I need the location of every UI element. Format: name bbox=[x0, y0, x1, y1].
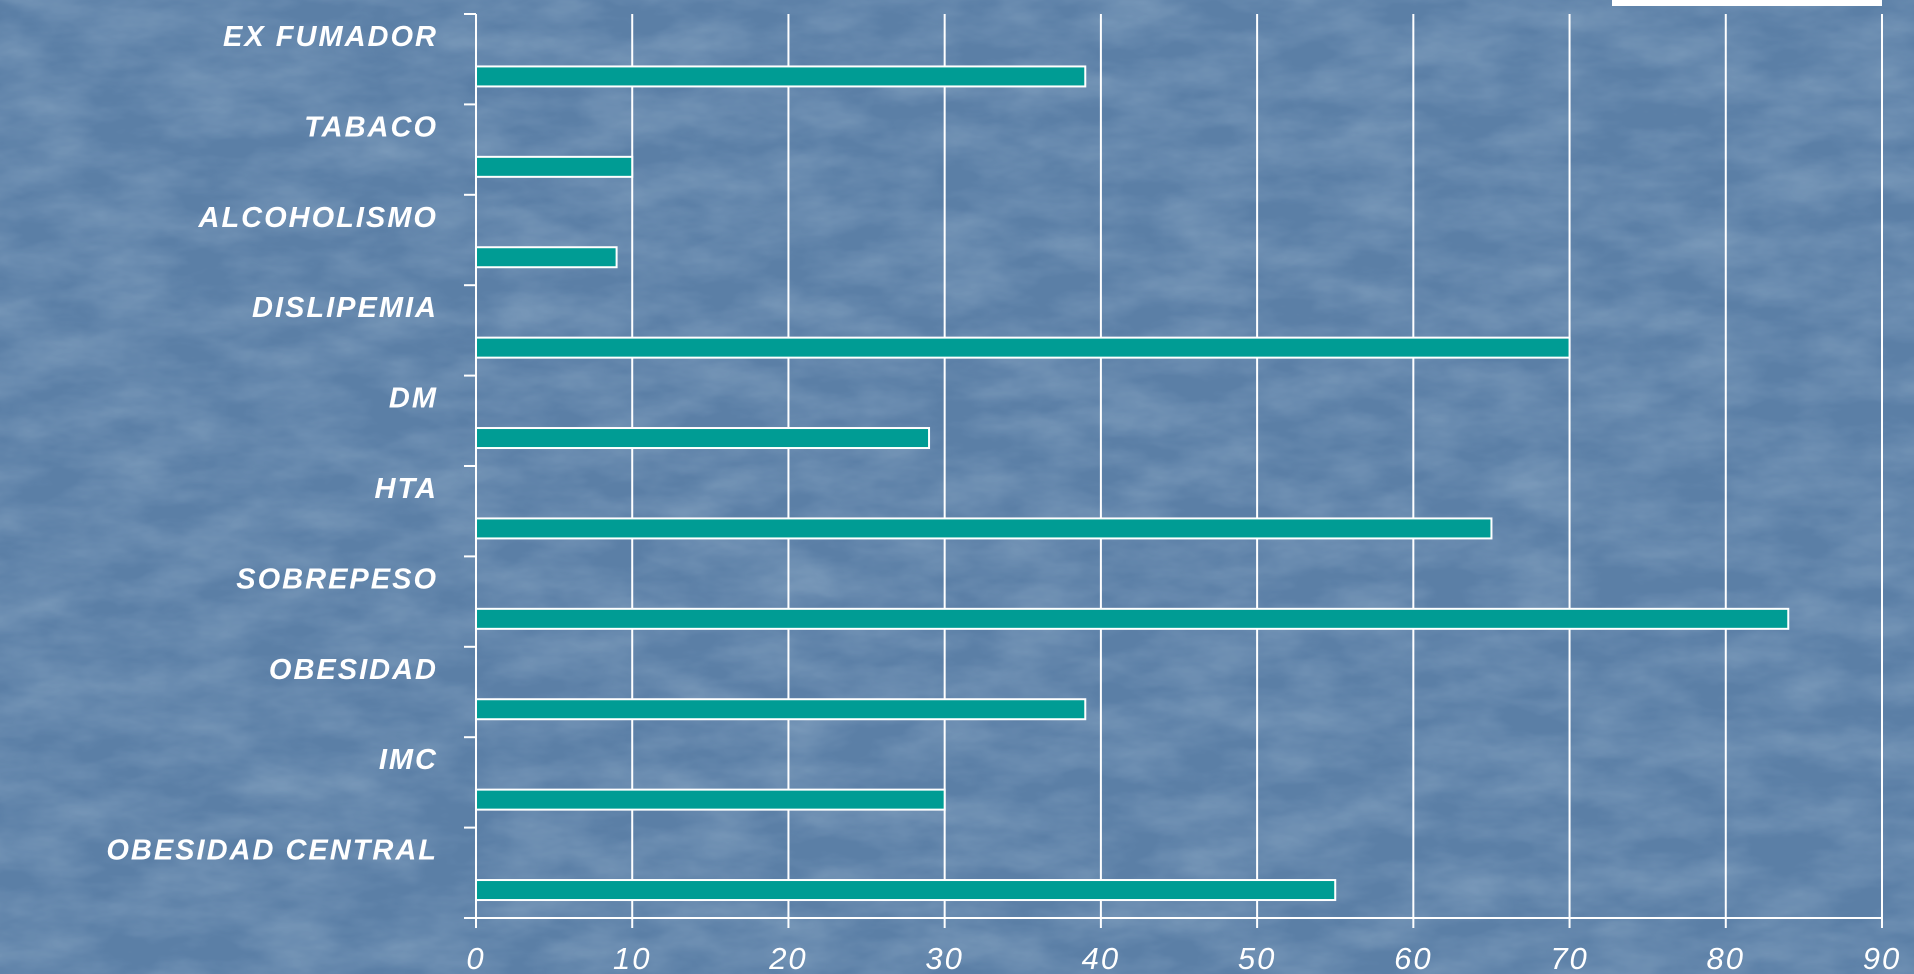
grid-lines bbox=[475, 14, 1883, 918]
category-label: OBESIDAD bbox=[269, 654, 438, 686]
x-tick-label: 0 bbox=[466, 941, 485, 974]
axes bbox=[464, 13, 1883, 928]
category-label: ALCOHOLISMO bbox=[198, 202, 439, 234]
x-tick-label: 10 bbox=[613, 941, 651, 974]
category-label: OBESIDAD CENTRAL bbox=[106, 835, 438, 867]
bar-obesidad bbox=[475, 698, 1087, 721]
bar-alcoholismo bbox=[475, 246, 618, 269]
x-tick-label: 40 bbox=[1082, 941, 1120, 974]
x-tick-label: 70 bbox=[1550, 941, 1588, 974]
corner-frame bbox=[1612, 0, 1882, 6]
x-tick-label: 30 bbox=[925, 941, 963, 974]
category-label: DM bbox=[389, 383, 438, 415]
x-tick-label: 50 bbox=[1238, 941, 1276, 974]
x-tick-label: 20 bbox=[768, 941, 807, 974]
x-tick-label: 80 bbox=[1707, 941, 1745, 974]
bar-dm bbox=[475, 427, 931, 450]
category-label: HTA bbox=[375, 473, 438, 505]
category-label: TABACO bbox=[304, 111, 438, 143]
x-tick-label: 60 bbox=[1394, 941, 1432, 974]
bar-ex-fumador bbox=[475, 65, 1087, 88]
bar-dislipemia bbox=[475, 336, 1571, 359]
category-label: DISLIPEMIA bbox=[252, 292, 438, 324]
bar-obesidad-central bbox=[475, 879, 1337, 902]
category-label: EX FUMADOR bbox=[223, 21, 438, 53]
category-label: SOBREPESO bbox=[236, 563, 438, 595]
bar-tabaco bbox=[475, 155, 634, 178]
category-labels: EX FUMADOR TABACO ALCOHOLISMO DISLIPEMIA DM H… bbox=[106, 21, 439, 867]
bar-hta bbox=[475, 517, 1493, 540]
category-label: IMC bbox=[379, 744, 438, 776]
bar-sobrepeso bbox=[475, 607, 1790, 630]
x-tick-labels: 0 10 20 30 40 50 60 70 80 90 bbox=[466, 941, 1901, 974]
x-tick-label: 90 bbox=[1863, 941, 1901, 974]
bar-imc bbox=[475, 788, 946, 811]
